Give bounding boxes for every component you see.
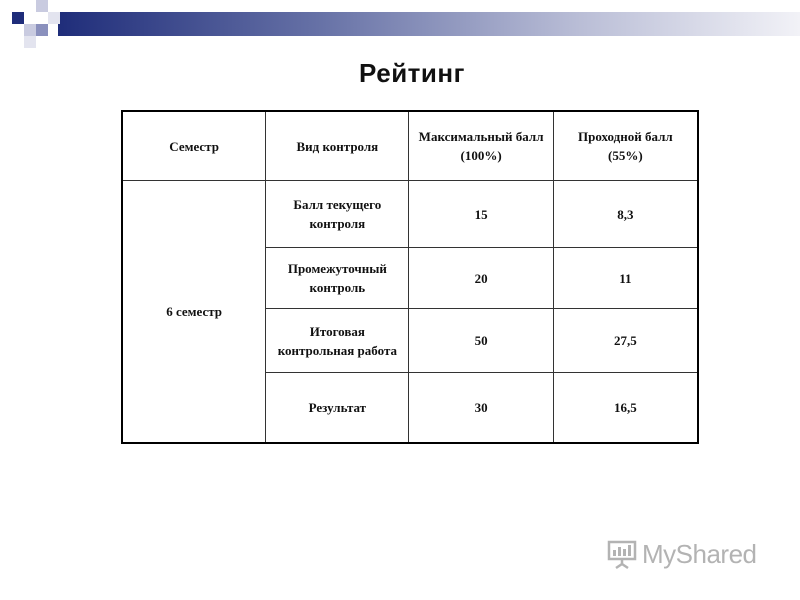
rating-table: Семестр Вид контроля Максимальный балл (… bbox=[121, 110, 699, 444]
header-pass-score: Проходной балл (55%) bbox=[552, 110, 699, 181]
myshared-watermark: MyShared bbox=[606, 536, 757, 572]
pass-score-cell: 16,5 bbox=[552, 372, 699, 444]
table-header-row: Семестр Вид контроля Максимальный балл (… bbox=[121, 110, 699, 181]
control-type-cell: Промежуточный контроль bbox=[265, 247, 410, 309]
presentation-board-icon bbox=[607, 540, 637, 570]
semester-cell: 6 семестр bbox=[121, 180, 267, 444]
table-row: 6 семестр Балл текущего контроля 15 8,3 bbox=[121, 180, 699, 444]
table-row: Итоговая контрольная работа 50 27,5 bbox=[122, 308, 699, 373]
pass-score-cell: 8,3 bbox=[552, 180, 699, 248]
decor-square bbox=[12, 12, 24, 24]
decor-square bbox=[24, 24, 36, 36]
control-type-cell: Балл текущего контроля bbox=[265, 180, 410, 248]
max-score-cell: 15 bbox=[408, 180, 554, 248]
header-gradient-band bbox=[58, 12, 800, 36]
decor-square bbox=[36, 24, 48, 36]
table-row: Промежуточный контроль 20 11 bbox=[122, 247, 699, 309]
max-score-cell: 30 bbox=[408, 372, 554, 444]
control-type-cell: Итоговая контрольная работа bbox=[265, 308, 410, 373]
header-semester: Семестр bbox=[121, 110, 267, 181]
decor-square bbox=[48, 12, 60, 24]
table-row: Результат 30 16,5 bbox=[122, 372, 699, 444]
decor-square bbox=[24, 36, 36, 48]
watermark-text: MyShared bbox=[642, 538, 757, 569]
slide-title: Рейтинг bbox=[359, 58, 465, 88]
max-score-cell: 20 bbox=[408, 247, 554, 309]
control-type-cell: Результат bbox=[265, 372, 410, 444]
decor-square bbox=[36, 0, 48, 12]
header-max-score: Максимальный балл (100%) bbox=[408, 110, 554, 181]
max-score-cell: 50 bbox=[408, 308, 554, 373]
header-control-type: Вид контроля bbox=[265, 110, 410, 181]
pass-score-cell: 27,5 bbox=[552, 308, 699, 373]
pass-score-cell: 11 bbox=[552, 247, 699, 309]
